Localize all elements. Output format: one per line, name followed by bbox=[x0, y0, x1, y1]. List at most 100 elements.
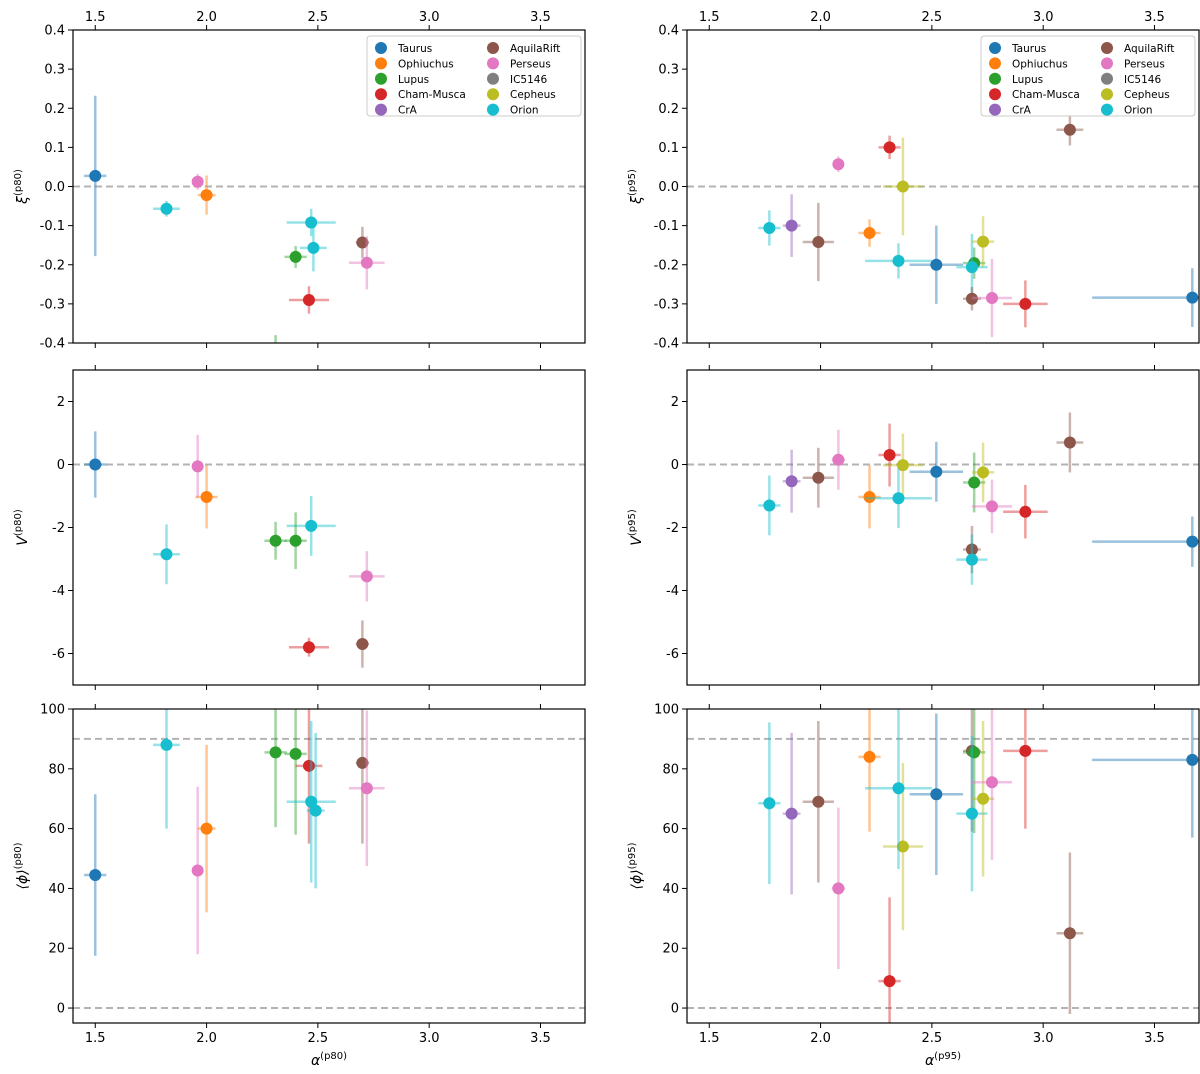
x-tick-label: 1.5 bbox=[699, 1031, 720, 1046]
y-tick-label: -0.2 bbox=[40, 258, 65, 273]
y-tick-label: 0.2 bbox=[658, 102, 679, 117]
y-tick-label: -6 bbox=[666, 647, 679, 662]
y-tick-label: 80 bbox=[662, 762, 679, 777]
y-tick-label: -4 bbox=[666, 584, 679, 599]
legend-marker bbox=[989, 42, 1001, 54]
x-tick-label: 3.5 bbox=[530, 10, 551, 25]
point-cra bbox=[785, 219, 798, 232]
x-tick-label: 2.0 bbox=[810, 10, 831, 25]
point-lupus bbox=[968, 746, 981, 759]
point-lupus bbox=[289, 250, 302, 263]
y-tick-label: 20 bbox=[662, 942, 679, 957]
legend: Taurus Ophiuchus Lupus Cham-Musca CrA AquilaR… bbox=[366, 35, 582, 117]
legend-marker bbox=[487, 72, 499, 85]
point-orion bbox=[965, 553, 978, 566]
legend-marker bbox=[375, 103, 387, 116]
x-tick-label: 3.0 bbox=[1033, 10, 1054, 25]
point-perseus bbox=[360, 256, 373, 269]
point-orion bbox=[965, 807, 978, 820]
point-perseus bbox=[985, 776, 998, 789]
point-ophiuchus bbox=[863, 490, 876, 503]
y-tick-label: 0.2 bbox=[44, 102, 65, 117]
legend-marker bbox=[989, 103, 1001, 116]
x-tick-label: 1.5 bbox=[85, 10, 106, 25]
y-tick-label: 0 bbox=[57, 1002, 65, 1017]
point-taurus bbox=[930, 788, 943, 801]
data-points bbox=[84, 95, 385, 343]
x-tick-label: 2.5 bbox=[308, 10, 329, 25]
legend-marker bbox=[989, 88, 1001, 101]
x-tick-label: 2.0 bbox=[196, 1031, 217, 1046]
legend-label: Orion bbox=[510, 105, 539, 117]
legend-label: IC5146 bbox=[1124, 74, 1161, 86]
y-tick-label: 40 bbox=[662, 882, 679, 897]
point-ophiuchus bbox=[863, 227, 876, 240]
point-cham-musca bbox=[883, 141, 896, 154]
point-cra bbox=[785, 807, 798, 820]
legend-label: Cham-Musca bbox=[398, 89, 466, 101]
y-tick-label: 0.3 bbox=[658, 63, 679, 78]
legend-marker bbox=[487, 42, 499, 54]
y-tick-label: 0.4 bbox=[44, 24, 65, 39]
point-orion bbox=[160, 738, 173, 751]
legend-marker bbox=[989, 72, 1001, 85]
point-taurus bbox=[1186, 535, 1199, 548]
point-perseus bbox=[985, 500, 998, 513]
data-points bbox=[758, 412, 1199, 585]
y-tick-label: -0.1 bbox=[654, 219, 679, 234]
y-axis-label: ξ(p95) bbox=[627, 169, 645, 205]
x-tick-label: 1.5 bbox=[85, 1031, 106, 1046]
point-cham-musca bbox=[883, 449, 896, 462]
legend-box bbox=[366, 35, 582, 117]
point-perseus bbox=[832, 158, 845, 171]
point-perseus bbox=[985, 292, 998, 305]
y-tick-label: -0.4 bbox=[654, 337, 679, 352]
point-lupus bbox=[289, 747, 302, 760]
point-aquilarift bbox=[356, 236, 369, 249]
y-tick-label: 0.0 bbox=[44, 180, 65, 195]
legend-label: Cham-Musca bbox=[1012, 89, 1080, 101]
axes-frame bbox=[72, 708, 586, 1024]
x-tick-label: 3.0 bbox=[419, 1031, 440, 1046]
legend-label: AquilaRift bbox=[510, 43, 560, 55]
point-cepheus bbox=[977, 466, 990, 479]
legend-box bbox=[980, 35, 1196, 117]
point-cepheus bbox=[896, 459, 909, 472]
legend-marker bbox=[1101, 72, 1113, 85]
y-tick-label: 0 bbox=[57, 458, 65, 473]
point-taurus bbox=[1186, 291, 1199, 304]
legend-marker bbox=[487, 88, 499, 101]
y-tick-label: 40 bbox=[48, 882, 65, 897]
legend-label: Cepheus bbox=[510, 89, 556, 101]
y-tick-label: -6 bbox=[52, 647, 65, 662]
point-perseus bbox=[191, 460, 204, 473]
point-ophiuchus bbox=[200, 189, 213, 202]
point-orion bbox=[892, 254, 905, 267]
point-perseus bbox=[360, 782, 373, 795]
y-tick-label: -0.1 bbox=[40, 219, 65, 234]
point-cepheus bbox=[977, 792, 990, 805]
point-ophiuchus bbox=[200, 490, 213, 503]
legend-marker bbox=[1101, 42, 1113, 54]
x-tick-label: 2.5 bbox=[308, 1031, 329, 1046]
point-lupus bbox=[269, 746, 282, 759]
point-taurus bbox=[930, 465, 943, 478]
point-aquilarift bbox=[965, 292, 978, 305]
y-tick-label: 60 bbox=[662, 822, 679, 837]
point-orion bbox=[160, 548, 173, 561]
point-aquilarift bbox=[812, 795, 825, 808]
x-tick-label: 2.5 bbox=[922, 1031, 943, 1046]
point-aquilarift bbox=[812, 471, 825, 484]
legend-label: Ophiuchus bbox=[398, 58, 454, 70]
legend-label: Lupus bbox=[1012, 74, 1043, 86]
point-cham-musca bbox=[1019, 297, 1032, 310]
point-lupus bbox=[289, 534, 302, 547]
point-perseus bbox=[191, 864, 204, 877]
point-orion bbox=[309, 804, 322, 817]
point-cra bbox=[785, 475, 798, 488]
legend-label: IC5146 bbox=[510, 74, 547, 86]
point-cham-musca bbox=[1019, 505, 1032, 518]
y-tick-label: -2 bbox=[666, 521, 679, 536]
point-ophiuchus bbox=[200, 822, 213, 835]
